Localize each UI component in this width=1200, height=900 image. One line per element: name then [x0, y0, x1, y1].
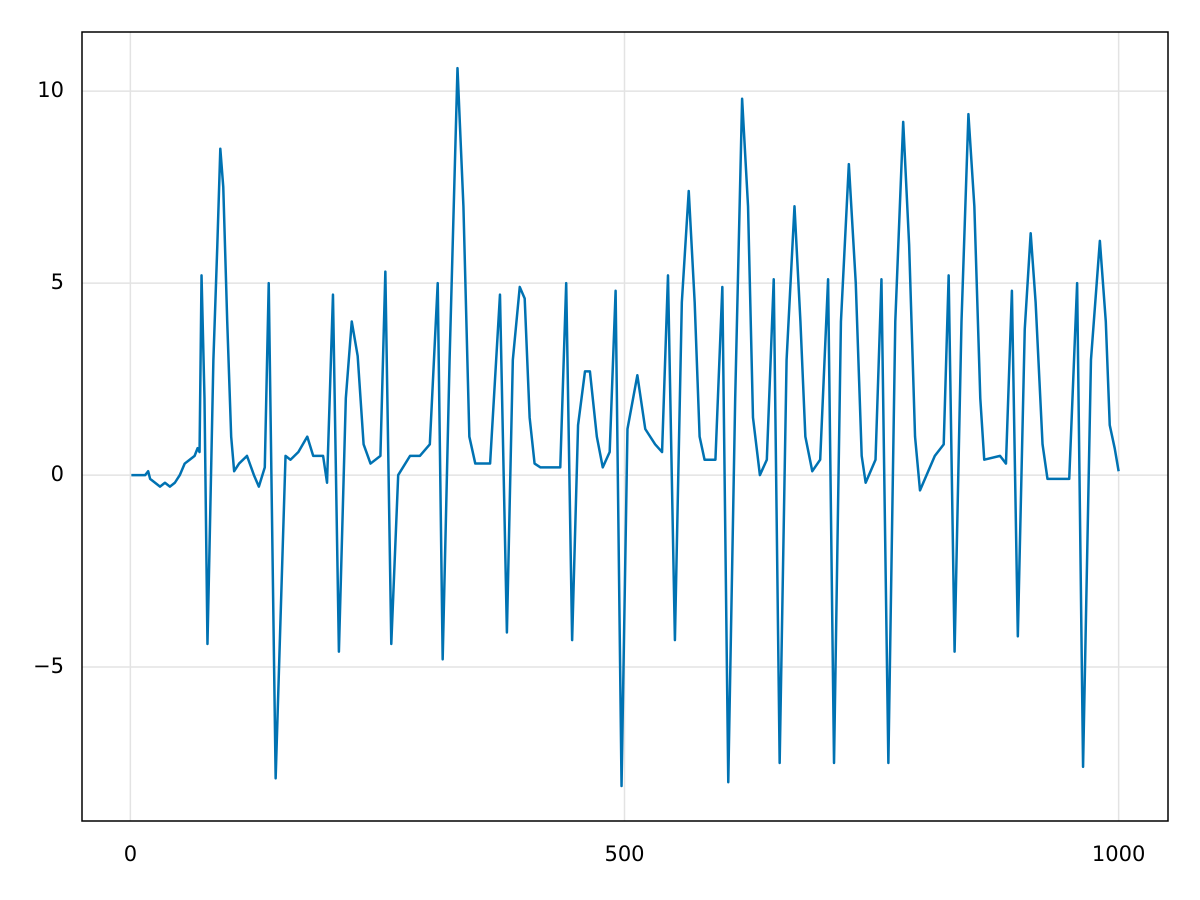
tick-labels: 0 500 1000 −5 0 5 10	[33, 78, 1145, 866]
y-tick-label: 0	[51, 462, 64, 486]
y-tick-label: 5	[51, 270, 64, 294]
axes-frame	[81, 31, 1169, 822]
plot-area	[131, 66, 1120, 788]
y-tick-label: −5	[33, 654, 64, 678]
grid	[82, 32, 1168, 821]
y-tick-label: 10	[37, 78, 64, 102]
x-tick-label: 1000	[1092, 842, 1145, 866]
data-line	[131, 66, 1120, 788]
x-tick-label: 0	[124, 842, 137, 866]
x-tick-label: 500	[604, 842, 644, 866]
